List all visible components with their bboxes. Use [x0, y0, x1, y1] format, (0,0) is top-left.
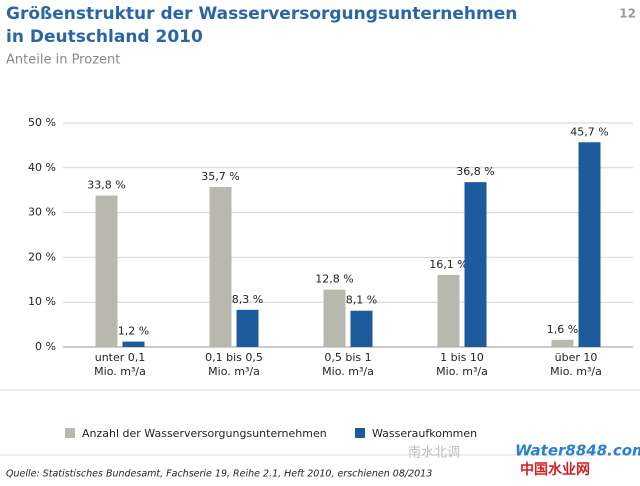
- value-label: 8,1 %: [346, 294, 377, 307]
- x-tick-label: unter 0,1 Mio. m³/a: [94, 351, 146, 378]
- page-number: 12: [619, 7, 636, 21]
- x-tick-label: 0,1 bis 0,5 Mio. m³/a: [205, 351, 263, 378]
- bar: [323, 289, 346, 347]
- value-label: 35,7 %: [201, 170, 239, 183]
- bar: [437, 274, 460, 347]
- bar: [122, 341, 145, 347]
- y-tick-label: 30 %: [28, 206, 56, 219]
- value-label: 8,3 %: [232, 293, 263, 306]
- legend-swatch: [355, 428, 365, 438]
- value-label: 1,2 %: [118, 325, 149, 338]
- y-tick-label: 10 %: [28, 295, 56, 308]
- chart-title: Größenstruktur der Wasserversorgungsunte…: [6, 4, 517, 24]
- bar: [578, 142, 601, 347]
- x-tick-label: 1 bis 10 Mio. m³/a: [436, 351, 488, 378]
- x-tick-label: über 10 Mio. m³/a: [550, 351, 602, 378]
- bar: [95, 195, 118, 347]
- y-tick-label: 40 %: [28, 161, 56, 174]
- chart-subtitle: Anteile in Prozent: [6, 53, 120, 68]
- x-tick-label: 0,5 bis 1 Mio. m³/a: [322, 351, 374, 378]
- watermark: 中国水业网: [520, 461, 590, 478]
- bar: [236, 309, 259, 347]
- chart-title: in Deutschland 2010: [6, 27, 203, 47]
- value-label: 12,8 %: [315, 273, 353, 286]
- value-label: 16,1 %: [429, 258, 467, 271]
- legend-label: Wasseraufkommen: [372, 427, 477, 440]
- value-label: 33,8 %: [87, 179, 125, 192]
- source: Quelle: Statistisches Bundesamt, Fachser…: [6, 469, 432, 480]
- value-label: 1,6 %: [547, 323, 578, 336]
- legend-swatch: [65, 428, 75, 438]
- value-label: 36,8 %: [456, 165, 494, 178]
- bar: [464, 182, 487, 347]
- bar: [209, 187, 232, 347]
- legend-label: Anzahl der Wasserversorgungsunternehmen: [82, 427, 327, 440]
- value-label: 45,7 %: [570, 125, 608, 138]
- y-tick-label: 50 %: [28, 116, 56, 129]
- bar: [350, 310, 373, 347]
- y-tick-label: 0 %: [35, 340, 56, 353]
- y-tick-label: 20 %: [28, 250, 56, 263]
- watermark: Water8848.com: [515, 442, 640, 460]
- bar: [551, 339, 574, 347]
- watermark: 南水北调: [408, 445, 460, 461]
